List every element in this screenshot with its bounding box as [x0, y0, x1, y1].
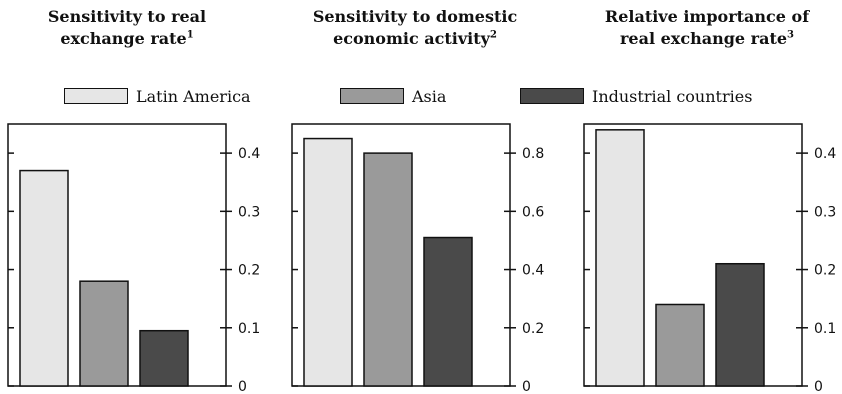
chart-2-bar-latin-america [303, 137, 353, 387]
chart-2-tick-label: 0 [522, 379, 531, 394]
chart-1-tick-label: 0.4 [238, 146, 260, 162]
chart-2-footnote: 2 [489, 29, 497, 41]
chart-3-tick-label: 0.3 [814, 204, 836, 220]
chart-1-tick-label: 0 [238, 379, 247, 394]
chart-2-bar-asia [363, 152, 413, 387]
chart-2-tick-label: 0.6 [522, 204, 544, 220]
chart-3-bar-latin-america [595, 129, 645, 387]
chart-3-tick-label: 0.1 [814, 321, 836, 337]
chart-1-title-line2: exchange rate [60, 29, 187, 48]
chart-1-title: Sensitivity to real exchange rate1 [2, 6, 252, 50]
chart-3-bar-asia [655, 303, 705, 387]
chart-2-tick-label: 0.4 [522, 263, 544, 279]
chart-3-title-line1: Relative importance of [604, 7, 810, 26]
chart-3-tick-label: 0.4 [814, 146, 836, 162]
legend-label-asia: Asia [412, 86, 447, 106]
chart-2-title-line2: economic activity [333, 29, 490, 48]
chart-1-tick-label: 0.2 [238, 263, 260, 279]
chart-2-tick-label: 0.8 [522, 146, 544, 162]
chart-3-title: Relative importance of real exchange rat… [582, 6, 832, 50]
legend-swatch-industrial [520, 88, 584, 104]
chart-1-bar-latin-america [19, 169, 69, 387]
chart-3-tick-label: 0.2 [814, 263, 836, 279]
chart-2-bar-industrial [423, 236, 473, 387]
chart-2-tick-label: 0.2 [522, 321, 544, 337]
legend-swatch-latin-america [64, 88, 128, 104]
legend-swatch-asia [340, 88, 404, 104]
chart-3-tick-label: 0 [814, 379, 823, 394]
chart-1-bar-industrial [139, 329, 189, 387]
chart-2-title: Sensitivity to domestic economic activit… [290, 6, 540, 50]
chart-2-title-line1: Sensitivity to domestic [312, 7, 518, 26]
legend-item-asia: Asia [340, 84, 446, 108]
chart-1-tick-label: 0.1 [238, 321, 260, 337]
chart-3-footnote: 3 [787, 29, 794, 41]
legend-label-latin-america: Latin America [136, 86, 251, 106]
legend-label-industrial: Industrial countries [592, 86, 753, 106]
legend-item-industrial: Industrial countries [520, 84, 752, 108]
chart-1-tick-label: 0.3 [238, 204, 260, 220]
chart-1-title-line1: Sensitivity to real [47, 7, 207, 26]
chart-3-title-line2: real exchange rate [620, 29, 788, 48]
legend-item-latin-america: Latin America [64, 84, 251, 108]
legend: Latin America Asia Industrial countries [0, 84, 842, 108]
chart-1-bar-asia [79, 280, 129, 387]
chart-3-bar-industrial [715, 262, 765, 387]
chart-1-footnote: 1 [186, 29, 194, 41]
